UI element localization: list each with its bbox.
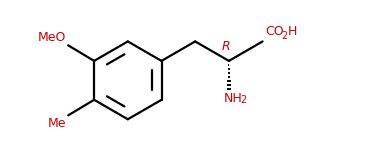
Text: NH: NH: [224, 92, 242, 105]
Text: 2: 2: [241, 95, 247, 105]
Text: R: R: [222, 40, 230, 53]
Text: MeO: MeO: [38, 31, 67, 44]
Text: Me: Me: [48, 117, 67, 130]
Text: 2: 2: [281, 31, 287, 41]
Text: H: H: [288, 25, 297, 38]
Text: CO: CO: [265, 25, 284, 38]
